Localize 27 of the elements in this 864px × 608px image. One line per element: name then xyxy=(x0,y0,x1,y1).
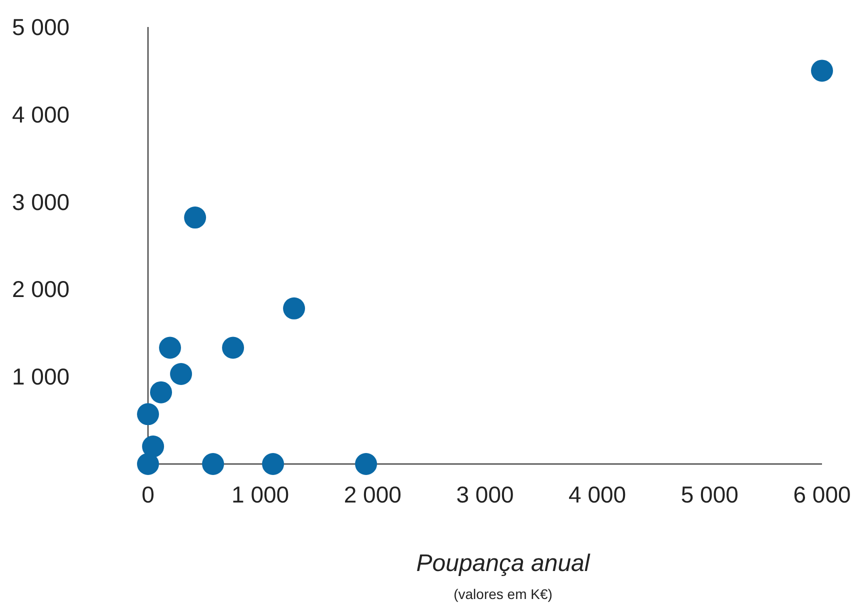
point xyxy=(811,60,833,82)
x-tick-label: 5 000 xyxy=(680,481,738,508)
y-tick-label: 4 000 xyxy=(12,101,70,128)
y-tick-label: 3 000 xyxy=(12,188,70,215)
point xyxy=(142,436,164,458)
x-axis-title: Poupança anual xyxy=(415,550,592,578)
x-tick-label: 0 xyxy=(142,481,154,508)
point xyxy=(137,453,159,475)
x-tick-label: 1 000 xyxy=(232,481,290,508)
y-tick-label: 1 000 xyxy=(12,364,70,390)
point xyxy=(262,453,284,475)
x-tick-label: 3 000 xyxy=(456,481,514,508)
point xyxy=(283,297,306,320)
point xyxy=(184,206,206,229)
x-tick-label: 4 000 xyxy=(568,481,626,508)
text: (valores em K€) xyxy=(452,586,554,602)
point xyxy=(202,453,224,475)
x-tick-label: 2 000 xyxy=(344,481,402,508)
point xyxy=(222,336,244,359)
point xyxy=(150,381,172,404)
y-tick-label: 5 000 xyxy=(12,14,70,40)
point xyxy=(159,336,182,359)
point xyxy=(355,453,378,475)
point xyxy=(170,362,192,385)
y-tick-label: 2 000 xyxy=(12,276,70,302)
point xyxy=(137,403,159,426)
x-tick-label: 6 000 xyxy=(793,481,851,508)
